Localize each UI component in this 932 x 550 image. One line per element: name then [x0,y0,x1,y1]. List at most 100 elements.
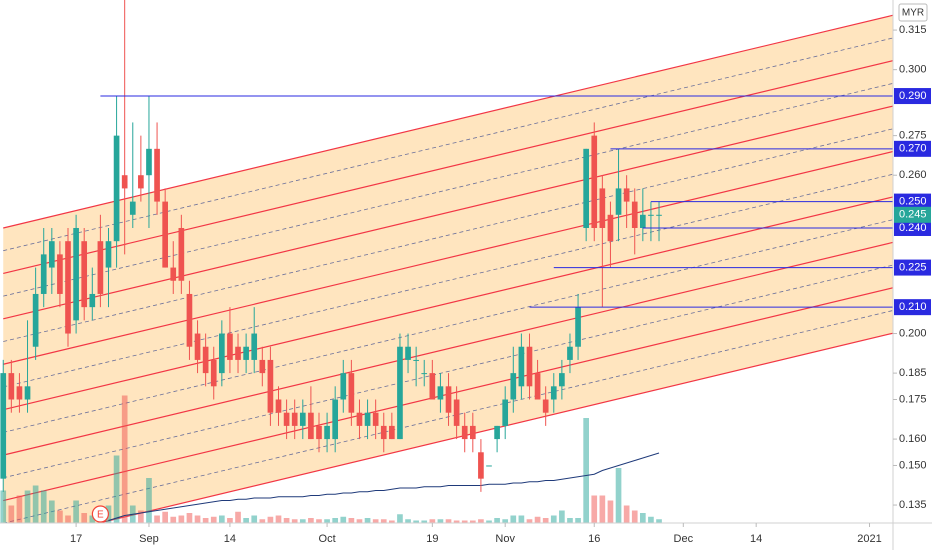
candle-body [405,346,411,360]
candle-body [372,412,379,426]
volume-bar [453,520,460,523]
candle-body [113,135,120,242]
volume-bar [291,519,298,523]
volume-bar [631,510,638,523]
volume-bar [146,478,152,523]
candle-body [291,412,298,426]
level-label: 0.290 [899,90,927,102]
candle-body [235,346,241,360]
channel-line [3,264,893,479]
candle-body [316,425,322,440]
candle-body [429,373,436,400]
level-label-bg [894,140,931,157]
candle-body [32,293,39,347]
currency-box[interactable] [898,3,928,22]
candle-body [340,373,347,400]
candle-body [194,333,201,360]
volume-bar [178,515,185,523]
candle-body [542,399,549,413]
candle-body [534,373,541,400]
x-tick-label: 19 [426,533,438,545]
volume-bar [615,468,622,523]
candle-body [146,148,152,176]
candle-body [283,412,290,426]
volume-bar [299,519,306,523]
volume-bar [40,490,47,523]
volume-bar [542,518,549,523]
candle-body [97,241,104,294]
volume-bar [154,515,160,523]
plot-area [0,0,893,523]
candle-body [178,227,185,281]
x-tick-label: Oct [319,533,336,545]
candle-body [202,346,209,374]
level-label: 0.270 [899,143,927,155]
level-label: 0.210 [899,301,927,313]
candle-body [57,254,63,294]
x-tick-label: 14 [750,533,762,545]
volume-bar [550,515,557,523]
candle-body [24,386,31,400]
volume-bar [421,520,428,523]
volume-bar [469,520,476,523]
level-label-bg [894,299,931,316]
candle-body [461,425,468,440]
candle-body [16,386,23,400]
candle-body [356,412,363,426]
channel-line [3,105,893,320]
candle-body [478,452,484,479]
candle-body [105,241,112,268]
candle-body [453,399,460,426]
candle-body [380,425,387,440]
x-tick-label: Nov [495,533,515,545]
y-tick-label: 0.200 [899,327,927,339]
volume-bar [186,513,193,523]
candle-body [518,346,525,387]
volume-bar [202,518,209,523]
volume-bar [656,519,662,523]
currency: MYR [902,8,924,19]
x-tick-label: 16 [588,533,600,545]
volume-bar [583,418,589,523]
candle-body [469,425,476,440]
candle-body [251,333,258,360]
volume-bar [65,515,71,523]
channel-line [3,150,893,365]
volume-bar [639,513,646,523]
volume-bar [389,520,395,523]
volume-bar [332,518,339,523]
x-tick-label: 14 [224,533,236,545]
volume-bar [461,520,468,523]
volume-bar [494,518,500,523]
candle-body [656,214,662,216]
candle-body [510,373,517,400]
volume-bar [437,519,444,523]
volume-bar [194,515,201,523]
volume-bar [113,455,120,523]
y-tick-label: 0.275 [899,130,927,142]
volume-bar [372,519,379,523]
volume-bar [283,518,290,523]
channel-line [3,37,893,252]
candle-body [275,399,282,413]
volume-bar [486,520,492,523]
volume-bar [210,516,217,523]
candle-body [227,333,233,360]
candle-body [623,188,630,202]
earnings-marker[interactable] [91,505,109,523]
volume-bar [648,516,654,523]
volume-bar [534,516,541,523]
candle-body [559,373,565,387]
x-tick-label: 2021 [857,533,881,545]
current-price-bg [894,206,931,223]
volume-bar [16,495,23,523]
volume-bar [32,485,39,523]
volume-bar [121,395,128,523]
channel-fill [3,15,893,523]
volume-bar [138,510,144,523]
current-price-label: 0.245 [899,209,927,221]
candle-body [324,425,330,440]
channel-line [3,219,893,433]
candle-body [40,254,47,294]
volume-bar [251,515,258,523]
